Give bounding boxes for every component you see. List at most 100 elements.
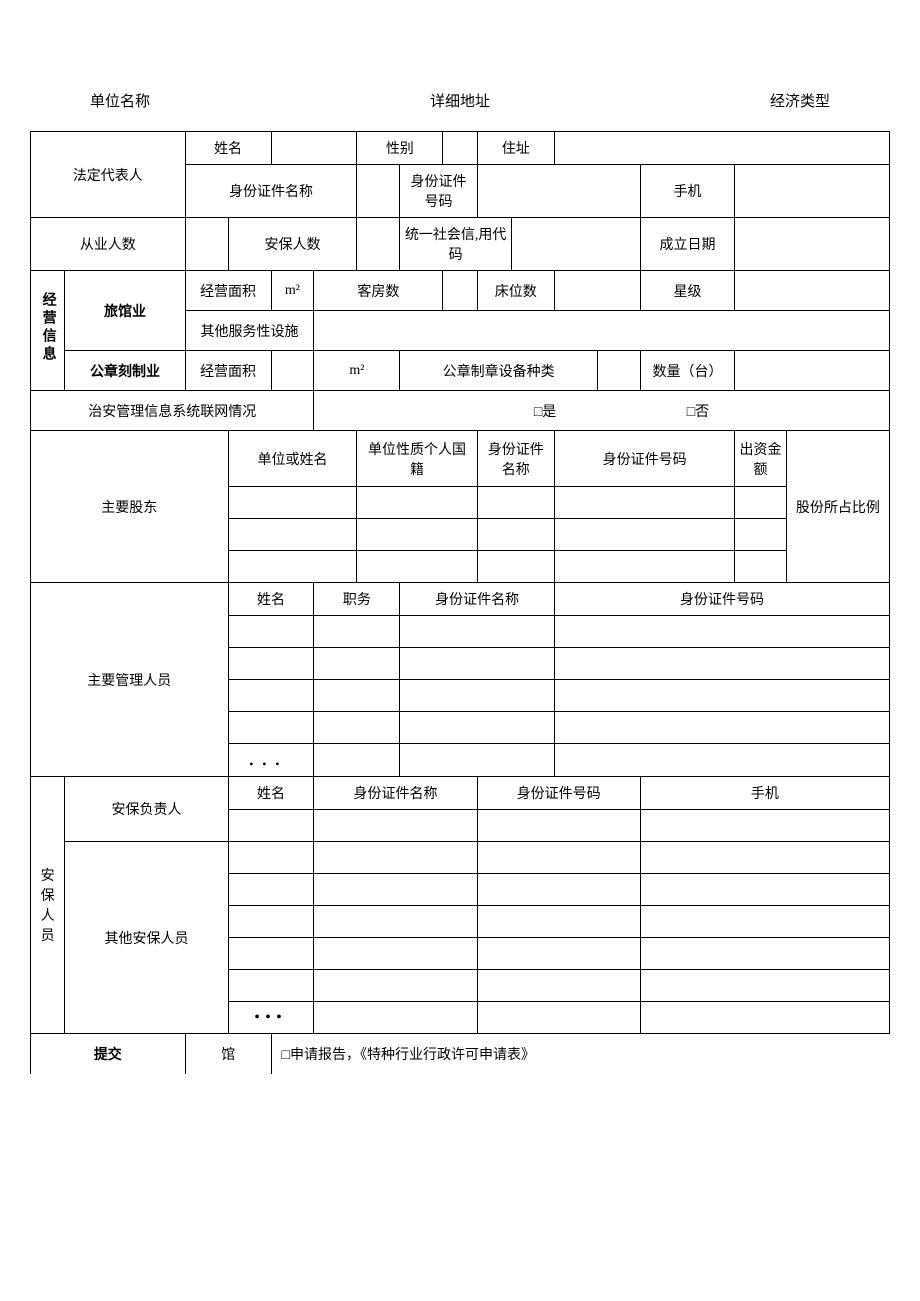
sec-r3-c3 [477,906,640,938]
label-manager: 主要管理人员 [31,583,229,777]
sec-r1-c2 [314,842,477,874]
sec-lead-c1 [228,810,314,842]
sh-row1-c5 [735,487,787,519]
label-security: 安保人员 [31,777,65,1034]
sh-row3-c2 [357,551,477,583]
label-address: 详细地址 [430,90,490,111]
sec-r3-c2 [314,906,477,938]
label-network: 治安管理信息系统联网情况 [31,391,314,431]
label-mgr-id-no: 身份证件号码 [554,583,889,616]
label-sh-ratio: 股份所占比例 [786,431,889,583]
label-hotel-other: 其他服务性设施 [185,311,314,351]
sec-r5-c2 [314,970,477,1002]
label-gender: 性别 [357,132,443,165]
label-mgr-name: 姓名 [228,583,314,616]
label-stars: 星级 [640,271,734,311]
mgr-r4-c1 [228,712,314,744]
label-sec-id-name: 身份证件名称 [314,777,477,810]
sec-r5-c4 [640,970,889,1002]
label-sh-id-name: 身份证件名称 [477,431,554,487]
sec-r3-c4 [640,906,889,938]
sec-r3-c1 [228,906,314,938]
label-shareholder: 主要股东 [31,431,229,583]
sh-row1-c1 [228,487,357,519]
mgr-r3-c4 [554,680,889,712]
sec-r4-c1 [228,938,314,970]
label-id-no: 身份证件号码 [400,165,477,218]
label-submit: 提交 [31,1034,186,1074]
cell-name [271,132,357,165]
label-submit-sub: 馆 [185,1034,271,1074]
sec-r5-c3 [477,970,640,1002]
sh-row2-c1 [228,519,357,551]
mgr-r5-c3 [400,744,555,777]
label-phone: 手机 [640,165,734,218]
sec-r6-c4 [640,1002,889,1034]
label-mgr-id-name: 身份证件名称 [400,583,555,616]
sh-row2-c4 [554,519,734,551]
label-id-name: 身份证件名称 [185,165,357,218]
label-mgr-pos: 职务 [314,583,400,616]
label-employees: 从业人数 [31,218,186,271]
cell-rooms [443,271,477,311]
sec-r1-c4 [640,842,889,874]
label-seal: 公章刻制业 [65,351,185,391]
sh-row1-c3 [477,487,554,519]
mgr-r4-c3 [400,712,555,744]
label-hotel: 旅馆业 [65,271,185,351]
label-sh-nature: 单位性质个人国籍 [357,431,477,487]
sec-ellipsis: ••• [228,1002,314,1034]
cell-founded [735,218,890,271]
mgr-r4-c2 [314,712,400,744]
sec-r6-c3 [477,1002,640,1034]
mgr-r1-c1 [228,616,314,648]
mgr-r1-c2 [314,616,400,648]
sec-r1-c3 [477,842,640,874]
sec-r2-c3 [477,874,640,906]
cell-addr [554,132,889,165]
cell-stars [735,271,890,311]
cell-security-count [357,218,400,271]
label-rooms: 客房数 [314,271,443,311]
cell-employees [185,218,228,271]
cell-gender [443,132,477,165]
cell-beds [554,271,640,311]
label-sec-phone: 手机 [640,777,889,810]
label-sh-id-no: 身份证件号码 [554,431,734,487]
label-founded: 成立日期 [640,218,734,271]
label-sec-other: 其他安保人员 [65,842,228,1034]
mgr-r3-c3 [400,680,555,712]
label-seal-area-unit: m² [314,351,400,391]
mgr-r1-c3 [400,616,555,648]
cell-seal-equip [597,351,640,391]
cell-seal-qty [735,351,890,391]
label-seal-equip: 公章制章设备种类 [400,351,598,391]
mgr-ellipsis: ．．． [228,744,314,777]
cell-social-code [511,218,640,271]
sec-r6-c2 [314,1002,477,1034]
sh-row3-c3 [477,551,554,583]
sh-row2-c2 [357,519,477,551]
label-sec-name: 姓名 [228,777,314,810]
sec-r4-c4 [640,938,889,970]
mgr-r5-c4 [554,744,889,777]
label-econ-type: 经济类型 [770,90,830,111]
label-seal-area: 经营面积 [185,351,271,391]
label-name: 姓名 [185,132,271,165]
cell-id-name [357,165,400,218]
label-beds: 床位数 [477,271,554,311]
label-sh-unit: 单位或姓名 [228,431,357,487]
cell-seal-area [271,351,314,391]
label-unit-name: 单位名称 [90,90,150,111]
label-addr: 住址 [477,132,554,165]
mgr-r5-c2 [314,744,400,777]
label-legal-rep: 法定代表人 [31,132,186,218]
label-seal-qty: 数量（台） [640,351,734,391]
top-labels: 单位名称 详细地址 经济类型 [30,30,890,131]
mgr-r3-c1 [228,680,314,712]
label-sec-id-no: 身份证件号码 [477,777,640,810]
label-hotel-area-unit: m² [271,271,314,311]
label-biz-info: 经营信息 [31,271,65,391]
label-hotel-area: 经营面积 [185,271,271,311]
mgr-r3-c2 [314,680,400,712]
